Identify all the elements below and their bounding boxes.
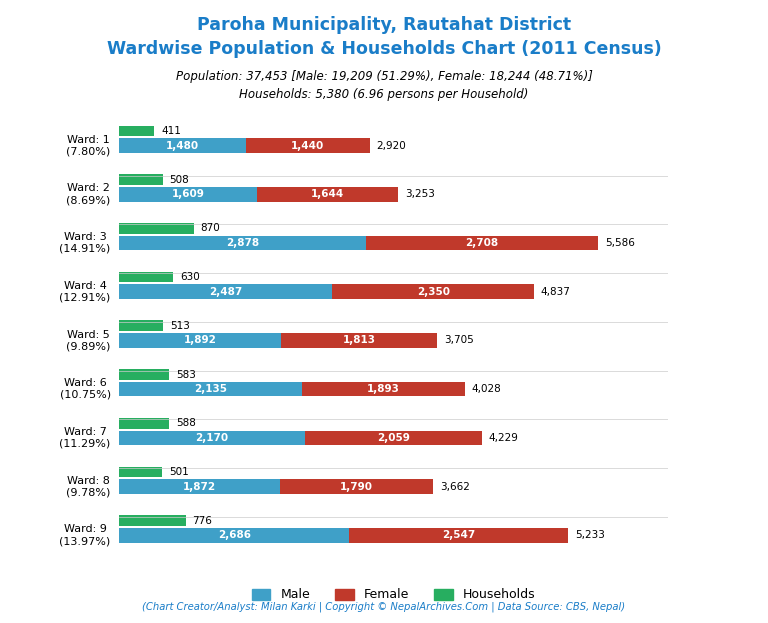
Bar <box>119 235 366 250</box>
Text: 2,878: 2,878 <box>226 238 259 248</box>
Bar <box>333 284 534 299</box>
Text: Population: 37,453 [Male: 19,209 (51.29%), Female: 18,244 (48.71%)]: Population: 37,453 [Male: 19,209 (51.29%… <box>176 70 592 83</box>
Text: 1,790: 1,790 <box>340 482 373 492</box>
Legend: Male, Female, Households: Male, Female, Households <box>247 584 541 606</box>
Bar <box>119 126 154 136</box>
Text: 4,837: 4,837 <box>541 287 571 297</box>
Text: 1,644: 1,644 <box>311 189 344 199</box>
Text: 776: 776 <box>193 516 213 526</box>
Bar <box>119 223 194 234</box>
Text: 588: 588 <box>177 418 197 428</box>
Text: Paroha Municipality, Rautahat District: Paroha Municipality, Rautahat District <box>197 16 571 34</box>
Bar <box>257 187 398 202</box>
Bar <box>119 528 349 543</box>
Text: 1,440: 1,440 <box>291 141 324 151</box>
Text: 4,229: 4,229 <box>488 433 518 443</box>
Text: 2,350: 2,350 <box>417 287 450 297</box>
Bar <box>119 479 280 494</box>
Text: 2,920: 2,920 <box>376 141 406 151</box>
Text: 5,233: 5,233 <box>575 530 604 540</box>
Bar <box>119 467 162 477</box>
Text: 1,893: 1,893 <box>367 384 400 394</box>
Bar <box>119 382 303 396</box>
Text: Households: 5,380 (6.96 persons per Household): Households: 5,380 (6.96 persons per Hous… <box>240 88 528 102</box>
Text: Wardwise Population & Households Chart (2011 Census): Wardwise Population & Households Chart (… <box>107 40 661 59</box>
Text: 411: 411 <box>161 126 181 136</box>
Text: 870: 870 <box>200 224 220 234</box>
Bar <box>119 187 257 202</box>
Text: 3,253: 3,253 <box>405 189 435 199</box>
Text: 1,609: 1,609 <box>171 189 204 199</box>
Text: 3,662: 3,662 <box>440 482 470 492</box>
Text: 2,170: 2,170 <box>196 433 229 443</box>
Text: 1,480: 1,480 <box>166 141 199 151</box>
Bar <box>349 528 568 543</box>
Text: 508: 508 <box>170 174 189 184</box>
Text: 630: 630 <box>180 272 200 282</box>
Text: 2,059: 2,059 <box>377 433 410 443</box>
Text: 583: 583 <box>176 369 196 379</box>
Text: 2,135: 2,135 <box>194 384 227 394</box>
Text: 2,487: 2,487 <box>209 287 243 297</box>
Bar <box>119 320 163 331</box>
Text: 5,586: 5,586 <box>605 238 635 248</box>
Text: 1,892: 1,892 <box>184 335 217 345</box>
Bar <box>303 382 465 396</box>
Text: 4,028: 4,028 <box>472 384 502 394</box>
Bar <box>119 515 186 526</box>
Bar <box>305 430 482 445</box>
Text: 3,705: 3,705 <box>444 335 474 345</box>
Bar <box>281 333 437 348</box>
Bar <box>280 479 433 494</box>
Bar <box>119 138 246 153</box>
Text: 513: 513 <box>170 321 190 331</box>
Bar <box>119 333 281 348</box>
Text: 501: 501 <box>169 467 189 477</box>
Text: 2,547: 2,547 <box>442 530 475 540</box>
Bar <box>119 430 305 445</box>
Bar <box>366 235 598 250</box>
Bar <box>119 174 163 185</box>
Bar <box>119 418 170 429</box>
Text: 2,708: 2,708 <box>465 238 498 248</box>
Text: 1,813: 1,813 <box>343 335 376 345</box>
Text: (Chart Creator/Analyst: Milan Karki | Copyright © NepalArchives.Com | Data Sourc: (Chart Creator/Analyst: Milan Karki | Co… <box>142 601 626 612</box>
Text: 2,686: 2,686 <box>218 530 251 540</box>
Text: 1,872: 1,872 <box>183 482 216 492</box>
Bar <box>119 284 333 299</box>
Bar <box>246 138 369 153</box>
Bar <box>119 369 169 380</box>
Bar <box>119 272 173 282</box>
